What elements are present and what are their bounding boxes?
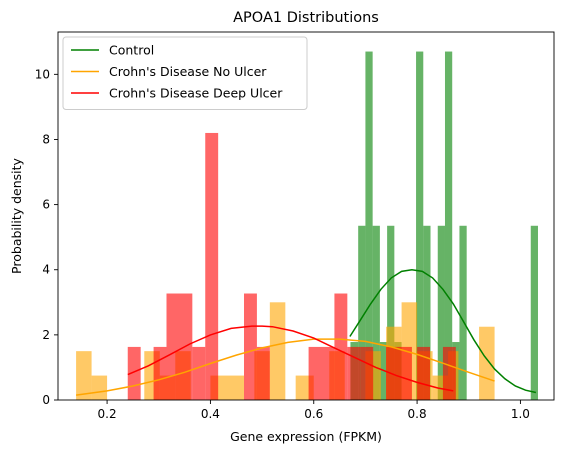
x-tick-label: 0.8: [408, 407, 427, 421]
bar-series-2-3: [192, 346, 206, 400]
y-tick-label: 8: [42, 132, 50, 146]
bar-series-2-4: [205, 132, 219, 400]
bar-series-2-8: [321, 346, 335, 400]
bar-series-2-5: [244, 293, 257, 400]
y-axis-label: Probability density: [9, 157, 24, 273]
y-tick-label: 2: [42, 328, 50, 342]
bar-series-0-7: [416, 51, 424, 400]
curves-layer: [75, 268, 537, 396]
bar-series-2-7: [308, 346, 322, 400]
legend-box: [62, 36, 308, 110]
x-axis: 0.2 0.4 0.6 0.8 1.0: [98, 400, 530, 421]
bar-series-1-16: [479, 326, 495, 400]
bar-series-1-0: [76, 351, 92, 400]
y-tick-label: 10: [35, 67, 50, 81]
bar-series-0-12: [459, 225, 467, 400]
legend-label-0: Control: [109, 43, 154, 58]
bar-series-2-1: [153, 346, 167, 400]
bars-layer: [76, 51, 538, 400]
bar-series-1-7: [269, 302, 286, 400]
bar-series-0-3: [372, 225, 380, 400]
bar-series-2-9: [334, 293, 348, 400]
bar-series-2-2: [166, 293, 193, 400]
x-axis-label: Gene expression (FPKM): [230, 429, 382, 444]
y-axis: 0 2 4 6 8 10: [35, 67, 58, 407]
bar-series-2-11: [360, 346, 374, 400]
bar-series-0-1: [358, 225, 366, 400]
bar-series-0-10: [444, 51, 453, 400]
bar-series-2-10: [347, 346, 361, 400]
density-curve-series-2: [127, 325, 454, 392]
x-tick-label: 0.4: [201, 407, 220, 421]
chart-title: APOA1 Distributions: [233, 10, 379, 26]
bar-series-0-9: [437, 225, 445, 400]
y-tick-label: 6: [42, 198, 50, 212]
bar-series-2-15: [442, 346, 456, 400]
bar-series-0-8: [423, 225, 431, 400]
density-curve-series-0: [349, 268, 537, 394]
density-curve-series-1: [75, 338, 495, 396]
bar-series-2-14: [417, 346, 430, 400]
y-tick-label: 4: [42, 263, 50, 277]
plot-frame: [57, 31, 555, 401]
bar-series-2-6: [256, 346, 270, 400]
legend-label-1: Crohn's Disease No Ulcer: [109, 64, 267, 79]
bar-series-0-13: [530, 225, 538, 400]
legend-label-2: Crohn's Disease Deep Ulcer: [109, 86, 283, 101]
legend: Control Crohn's Disease No Ulcer Crohn's D…: [62, 36, 308, 110]
bar-series-2-13: [399, 346, 412, 400]
x-tick-label: 0.2: [98, 407, 117, 421]
y-tick-label: 0: [42, 393, 50, 407]
bar-series-0-2: [365, 51, 373, 400]
bar-series-0-5: [387, 225, 395, 400]
bar-series-1-1: [91, 375, 108, 400]
x-tick-label: 1.0: [511, 407, 530, 421]
x-tick-label: 0.6: [304, 407, 323, 421]
